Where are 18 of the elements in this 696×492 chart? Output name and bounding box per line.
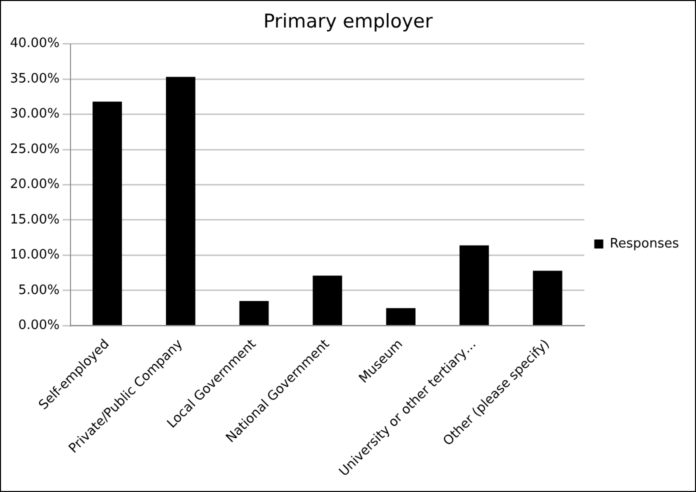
y-tick-label: 10.00% (10, 248, 60, 263)
y-tick-label: 5.00% (18, 282, 60, 298)
y-tick-label: 30.00% (10, 106, 60, 122)
y-tick-label: 0.00% (18, 318, 60, 334)
legend-label: Responses (610, 236, 680, 252)
y-tick-label: 35.00% (10, 71, 60, 86)
bar (386, 308, 416, 325)
bar (460, 245, 489, 325)
chart-title: Primary employer (263, 10, 433, 32)
y-tick-label: 25.00% (10, 142, 60, 157)
y-tick-label: 40.00% (10, 36, 60, 52)
bar (166, 76, 196, 325)
bar (239, 301, 269, 325)
y-tick-label: 20.00% (10, 177, 60, 192)
bar (312, 276, 342, 325)
bar (92, 102, 122, 325)
y-tick-label: 15.00% (10, 212, 60, 228)
bar (532, 270, 562, 325)
